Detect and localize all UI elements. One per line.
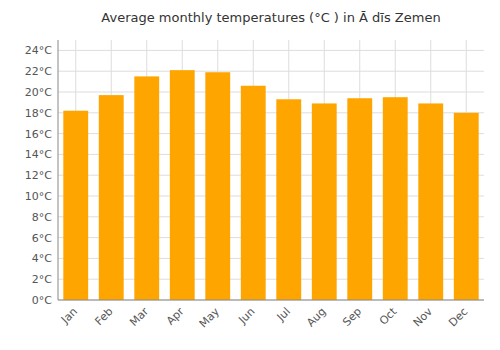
bar xyxy=(418,103,443,300)
x-tick-label: Sep xyxy=(340,305,364,329)
bar xyxy=(241,86,266,300)
title: Average monthly temperatures (°C ) in Ā … xyxy=(101,10,440,25)
y-tick-label: 6°C xyxy=(32,232,52,245)
y-tick-label: 10°C xyxy=(25,190,52,203)
bars xyxy=(63,70,478,300)
x-tick-label: Jan xyxy=(58,305,80,327)
y-tick-label: 12°C xyxy=(25,169,52,182)
y-tick-label: 24°C xyxy=(25,44,52,57)
y-grid-line xyxy=(58,92,484,93)
x-tick-label: May xyxy=(197,305,223,331)
bar xyxy=(454,113,479,300)
bar xyxy=(205,72,230,300)
x-tick-label: Aug xyxy=(304,305,328,329)
y-tick-label: 20°C xyxy=(25,86,52,99)
bar xyxy=(383,97,408,300)
x-tick-label: Dec xyxy=(446,305,470,329)
y-tick-label: 22°C xyxy=(25,65,52,78)
bar xyxy=(134,76,159,300)
y-tick-label: 16°C xyxy=(25,128,52,141)
y-tick-label: 14°C xyxy=(25,148,52,161)
bar xyxy=(99,95,124,300)
y-grid-line xyxy=(58,71,484,72)
x-axis xyxy=(58,300,484,301)
y-tick-label: 2°C xyxy=(32,273,52,286)
bar xyxy=(347,98,372,300)
y-tick-label: 18°C xyxy=(25,107,52,120)
bar xyxy=(63,111,88,300)
y-tick-label: 8°C xyxy=(32,211,52,224)
bar xyxy=(276,99,301,300)
bar xyxy=(312,103,337,300)
x-tick-label: Jun xyxy=(235,305,257,327)
y-grid-line xyxy=(58,50,484,51)
y-tick-label: 4°C xyxy=(32,252,52,265)
x-tick-label: Nov xyxy=(411,305,436,330)
y-grid-line xyxy=(58,300,484,301)
chart: Average monthly temperatures (°C ) in Ā … xyxy=(0,0,500,350)
x-tick-label: Apr xyxy=(164,305,187,328)
bar xyxy=(170,70,195,300)
grid xyxy=(58,40,484,300)
y-tick-label: 0°C xyxy=(32,294,52,307)
x-tick-label: Mar xyxy=(127,305,151,329)
x-tick-label: Jul xyxy=(274,305,293,324)
y-axis xyxy=(58,40,59,300)
x-tick-label: Oct xyxy=(377,305,400,328)
x-tick-label: Feb xyxy=(93,305,116,328)
